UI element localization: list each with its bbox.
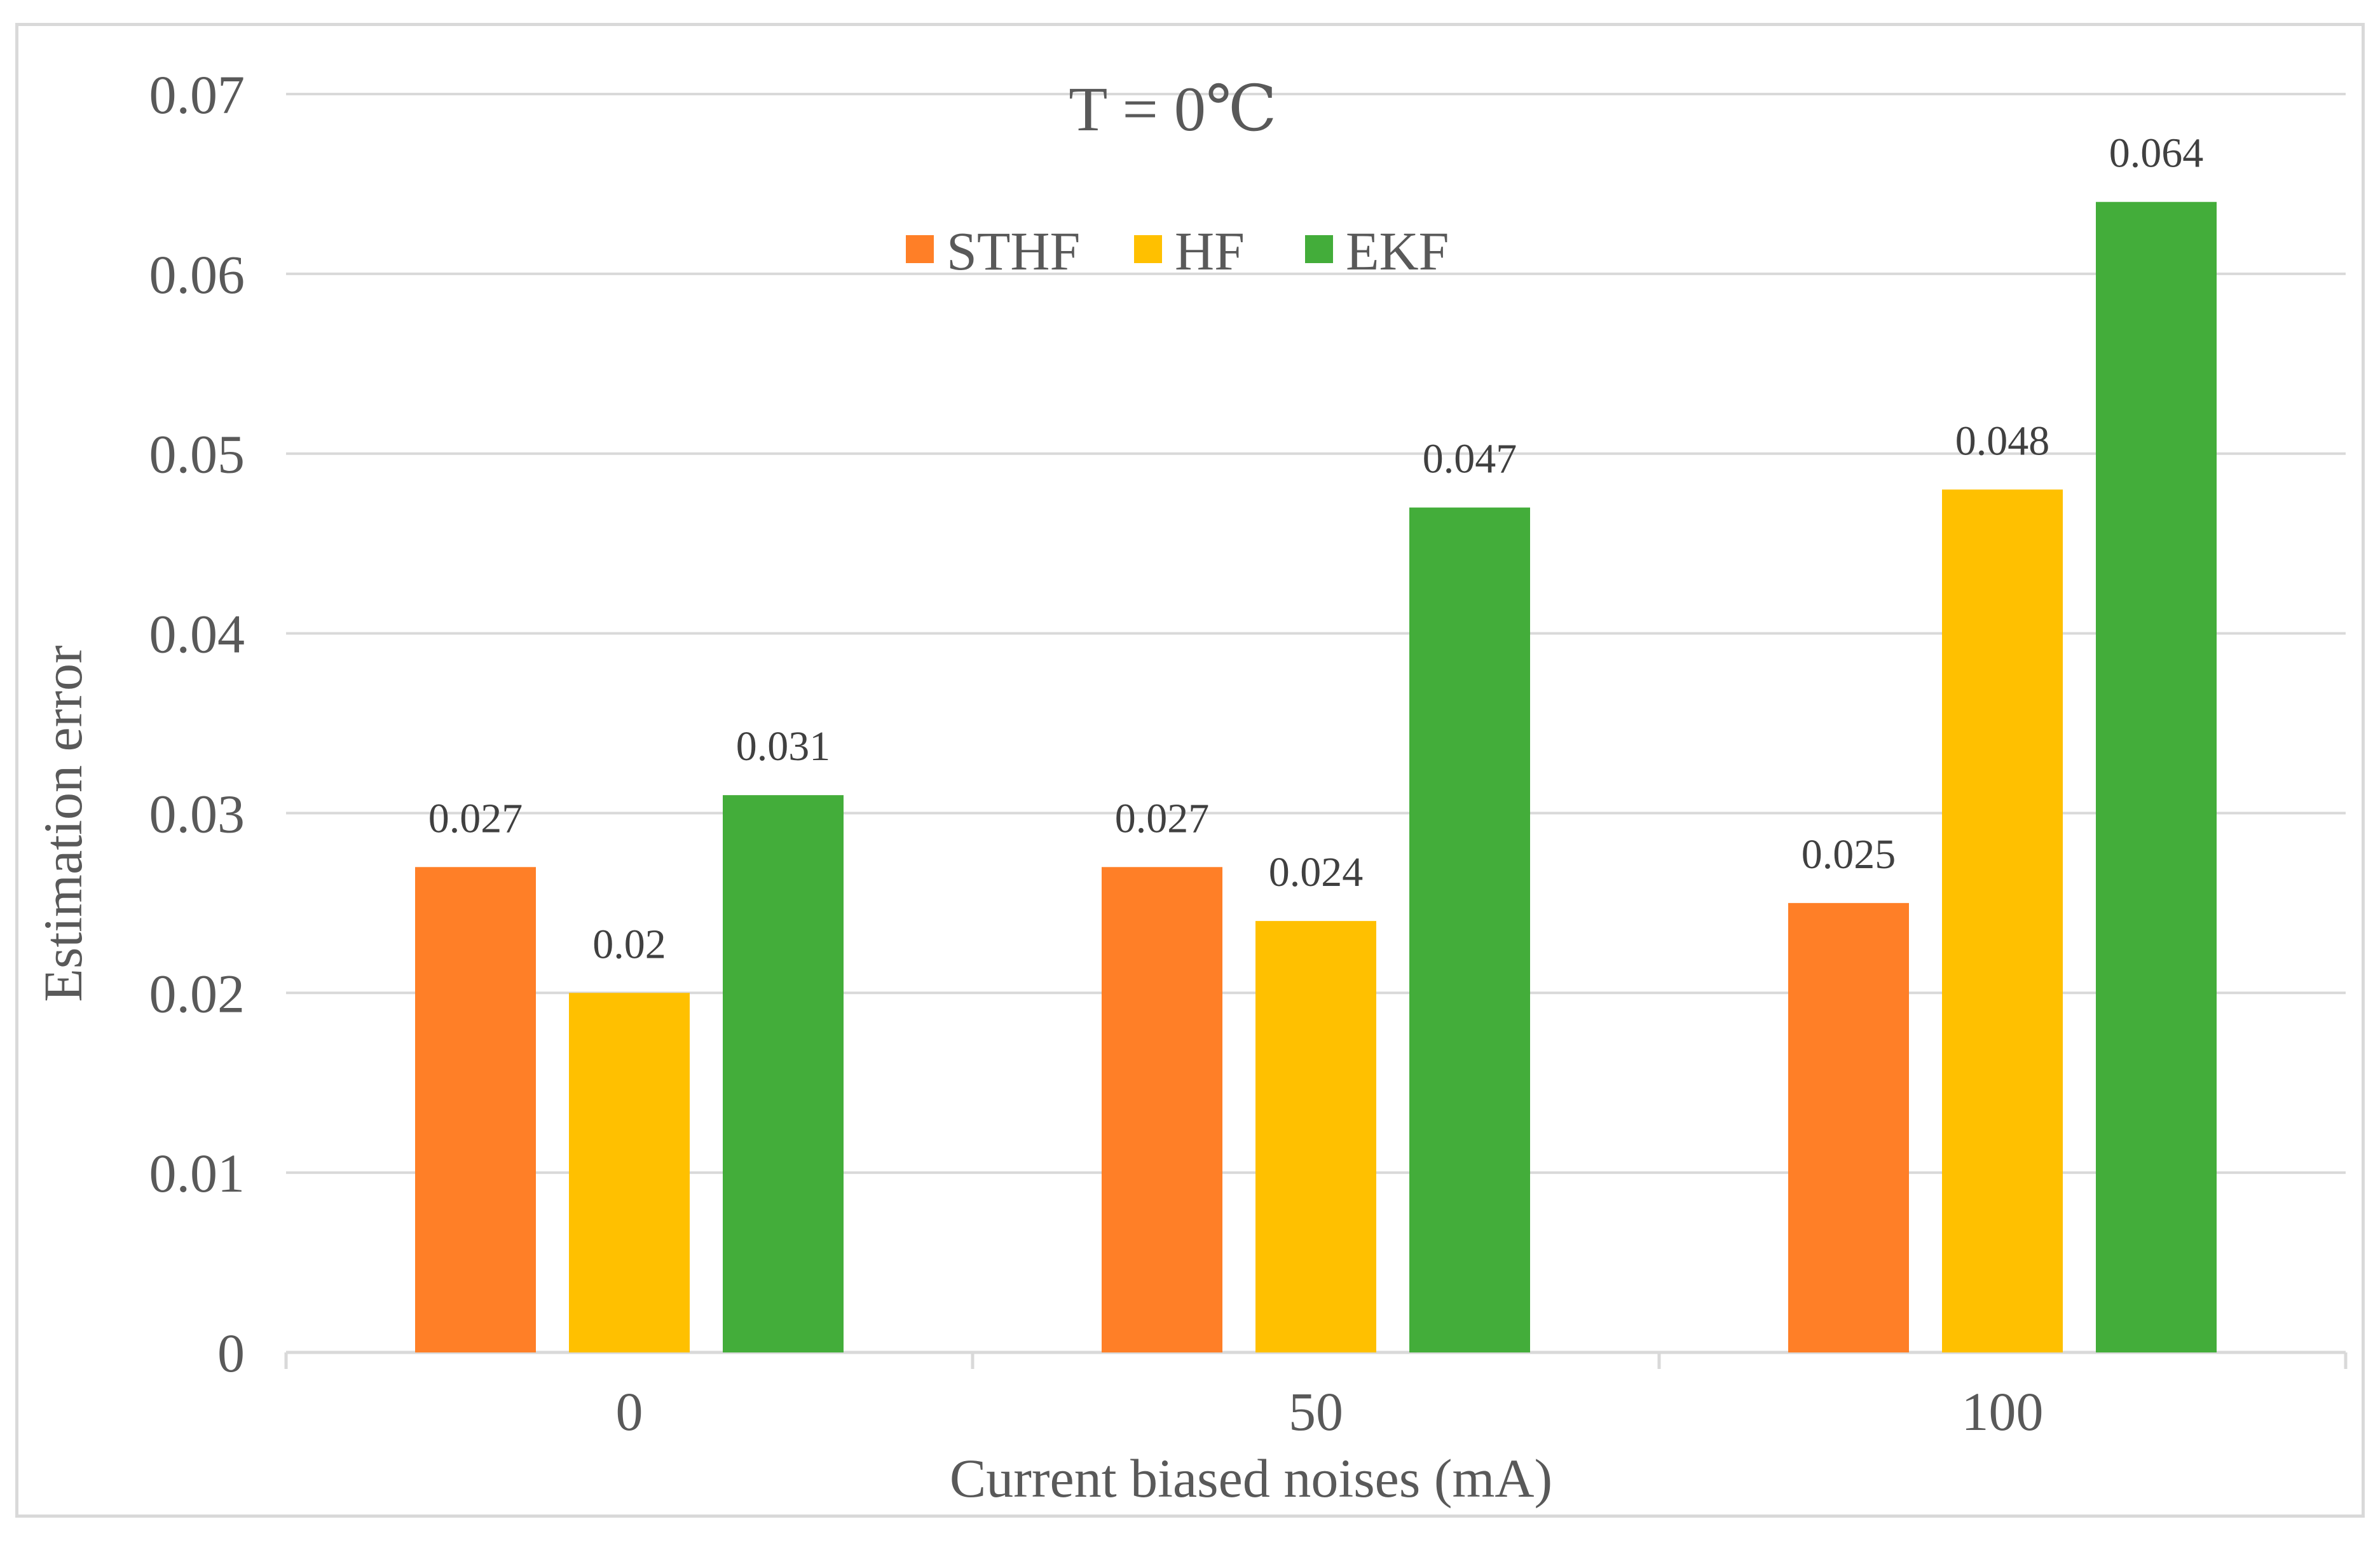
bar-hf	[1942, 489, 2063, 1353]
y-tick-label: 0.05	[149, 424, 245, 485]
bars	[415, 201, 2217, 1353]
y-tick-label: 0.04	[149, 604, 245, 665]
bar-ekf	[723, 795, 844, 1352]
data-label: 0.048	[1955, 418, 2050, 464]
data-label: 0.027	[1115, 795, 1210, 841]
bar-ekf	[2096, 201, 2217, 1352]
bar-hf	[569, 993, 690, 1352]
bar-sthf	[415, 867, 536, 1352]
legend-swatch-hf	[1134, 235, 1162, 263]
x-axis-ticks: 0 50 100	[616, 1381, 2044, 1442]
data-labels: 0.027 0.02 0.031 0.027 0.024 0.047 0.025 0.048 0…	[428, 130, 2204, 968]
y-tick-label: 0.06	[149, 244, 245, 305]
data-label: 0.02	[592, 921, 666, 967]
x-tick-label: 50	[1289, 1381, 1343, 1442]
y-tick-label: 0.07	[149, 64, 245, 125]
x-axis	[284, 1351, 2348, 1369]
x-tick-label: 0	[616, 1381, 643, 1442]
chart-title: T = 0℃	[1069, 74, 1277, 144]
bar-hf	[1255, 921, 1376, 1352]
y-tick-label: 0	[217, 1323, 245, 1384]
data-label: 0.025	[1802, 831, 1896, 878]
data-label: 0.024	[1269, 849, 1364, 895]
bar-ekf	[1409, 507, 1530, 1352]
bar-sthf	[1788, 902, 1909, 1352]
y-tick-label: 0.01	[149, 1143, 245, 1204]
legend: STHF HF EKF	[906, 221, 1449, 282]
data-label: 0.047	[1423, 436, 1517, 482]
legend-label-hf: HF	[1175, 221, 1245, 282]
data-label: 0.027	[428, 795, 523, 841]
data-label: 0.064	[2109, 130, 2204, 177]
x-tick-label: 100	[1962, 1381, 2044, 1442]
legend-label-sthf: STHF	[947, 221, 1080, 282]
y-axis-title: Estimation error	[32, 645, 93, 1002]
legend-swatch-ekf	[1305, 235, 1333, 263]
bar-sthf	[1102, 867, 1222, 1352]
y-tick-label: 0.03	[149, 783, 245, 844]
legend-swatch-sthf	[906, 235, 934, 263]
y-tick-label: 0.02	[149, 963, 245, 1024]
legend-label-ekf: EKF	[1346, 221, 1449, 282]
y-axis-ticks: 0 0.01 0.02 0.03 0.04 0.05 0.06 0.07	[149, 64, 245, 1384]
data-label: 0.031	[736, 723, 831, 770]
x-axis-title: Current biased noises (mA)	[950, 1448, 1552, 1509]
